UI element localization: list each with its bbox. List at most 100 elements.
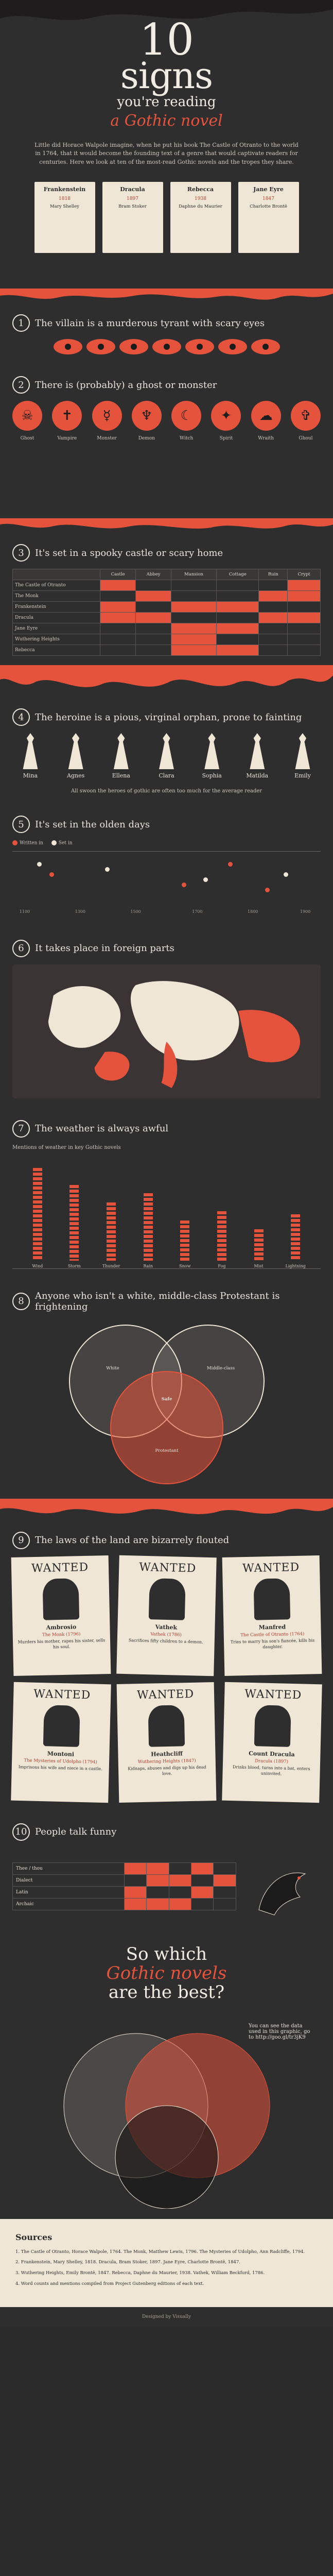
book-title: Jane Eyre (253, 186, 284, 193)
table-cell (124, 1874, 147, 1887)
section-title: Anyone who isn't a white, middle-class P… (35, 1290, 280, 1312)
table-cell-hit (124, 1898, 147, 1910)
table-row: Frankenstein (12, 601, 321, 613)
book-year: 1897 (127, 196, 138, 201)
heroine: Matilda (239, 733, 275, 779)
heroine: Ellena (103, 733, 139, 779)
sources: Sources 1. The Castle of Otranto, Horace… (0, 2218, 333, 2307)
table-cell (99, 634, 136, 645)
column-header: Mansion (170, 569, 217, 580)
weather-bar (107, 1202, 116, 1261)
table-cell-hit (216, 645, 259, 656)
heroine-figure-icon (250, 733, 265, 769)
book-year: 1938 (195, 196, 206, 201)
table-row: The Castle of Otranto (12, 580, 321, 591)
column-header: Cottage (216, 569, 259, 580)
heroine-row: Mina Agnes Ellena Clara Sophia Matilda E… (12, 733, 321, 779)
section-ghost: 2 There is (probably) a ghost or monster… (0, 364, 333, 518)
table-cell (287, 634, 321, 645)
weather-bar (32, 1167, 42, 1261)
book-card: Rebecca 1938 Daphne du Maurier (170, 182, 231, 253)
table-cell-hit (170, 645, 217, 656)
weather-label: Fog (218, 1263, 226, 1268)
monster-label: Ghoul (299, 436, 313, 441)
final-venn: You can see the data used in this graphi… (12, 2003, 321, 2219)
heroine-name: Mina (23, 772, 38, 779)
table-cell (170, 590, 217, 602)
castle-table: Castle Abbey Mansion Cottage Ruin Crypt … (12, 569, 321, 656)
column-header: Abbey (135, 569, 171, 580)
table-cell (191, 1898, 214, 1910)
table-cell (287, 623, 321, 634)
timeline-dot (104, 867, 110, 872)
wanted-poster: WANTED Ambrosio The Monk (1796) Murders his… (11, 1555, 111, 1676)
wanted-desc: Kidnaps, abuses and digs up his dead lov… (128, 1764, 206, 1776)
section-title: The laws of the land are bizarrely flout… (35, 1535, 230, 1546)
heroine: Clara (148, 733, 184, 779)
table-cell (99, 590, 136, 602)
section-number: 4 (12, 708, 30, 726)
wanted-poster: WANTED Manfred The Castle of Otranto (1764… (222, 1555, 322, 1676)
table-cell-hit (258, 590, 288, 602)
wanted-heading: WANTED (33, 1687, 91, 1702)
venn-circle-c (110, 1370, 223, 1484)
timeline-year: 1700 (192, 909, 203, 914)
monster-row: ☠ ✝ ☿ ♆ ☾ ✦ ☁ ✞ (12, 401, 321, 431)
eye-icon (119, 339, 148, 354)
table-cell-hit (146, 1874, 169, 1887)
wanted-poster: WANTED Vathek Vathek (1786) Sacrifices fift… (116, 1555, 217, 1676)
table-cell-hit (99, 612, 136, 623)
book-author: Mary Shelley (50, 204, 79, 210)
table-cell-hit (135, 590, 171, 602)
funny-row: Thee / thou Dialect Latin Archaic (12, 1848, 321, 1925)
timeline-legend: Written in Set in (12, 840, 321, 846)
eye-icon (218, 339, 247, 354)
row-label: Jane Eyre (12, 623, 100, 634)
section-title: It's set in a spooky castle or scary hom… (35, 547, 223, 558)
weather-column: Fog (207, 1156, 237, 1268)
timeline-dot (284, 872, 289, 877)
section-frightening: 8 Anyone who isn't a white, middle-class… (0, 1278, 333, 1499)
monster-labels: Ghost Vampire Monster Demon Witch Spirit… (12, 436, 321, 441)
wanted-name: Ambrosio (46, 1623, 77, 1631)
villain-eyes (12, 339, 321, 354)
weather-label: Lightning (285, 1263, 306, 1268)
timeline-dot (228, 861, 233, 867)
table-cell-hit (99, 601, 136, 613)
table-cell (135, 580, 171, 591)
portrait-icon (42, 1578, 79, 1620)
table-cell (258, 601, 288, 613)
heroine-figure-icon (295, 733, 310, 769)
heroine-name: Matilda (246, 772, 269, 779)
book-card: Dracula 1897 Bram Stoker (102, 182, 163, 253)
section-title: It's set in the olden days (35, 819, 150, 830)
table-cell (213, 1886, 236, 1899)
table-cell-hit (191, 1886, 214, 1899)
monster-label: Monster (97, 436, 117, 441)
section-heroine: 4 The heroine is a pious, virginal orpha… (0, 696, 333, 803)
eye-icon (86, 339, 115, 354)
wanted-name: Manfred (258, 1623, 286, 1631)
table-cell (170, 580, 217, 591)
section-number: 7 (12, 1120, 30, 1138)
table-cell-hit (146, 1862, 169, 1875)
finale-line2: are the best? (108, 1982, 225, 2003)
hero: 10 signs you're reading a Gothic novel L… (0, 0, 333, 289)
heroine: Sophia (194, 733, 230, 779)
timeline-year: 1800 (248, 909, 258, 914)
wanted-desc: Drinks blood, turns into a bat, enters u… (232, 1764, 310, 1776)
section-title: The villain is a murderous tyrant with s… (35, 317, 265, 329)
heroine-name: Sophia (202, 772, 222, 779)
venn-diagram: White Middle-class Protestant Safe (12, 1319, 321, 1489)
table-cell-hit (258, 612, 288, 623)
row-label: The Castle of Otranto (12, 580, 100, 591)
vampire-icon: ✝ (52, 401, 82, 431)
table-cell-hit (124, 1886, 147, 1899)
blood-divider (0, 518, 333, 532)
book-card: Frankenstein 1818 Mary Shelley (34, 182, 95, 253)
table-cell (287, 601, 321, 613)
timeline-dot (203, 877, 208, 882)
section-villain: 1 The villain is a murderous tyrant with… (0, 302, 333, 364)
table-cell-hit (213, 1874, 236, 1887)
wanted-poster: WANTED Count Dracula Dracula (1897) Drinks … (222, 1682, 322, 1803)
